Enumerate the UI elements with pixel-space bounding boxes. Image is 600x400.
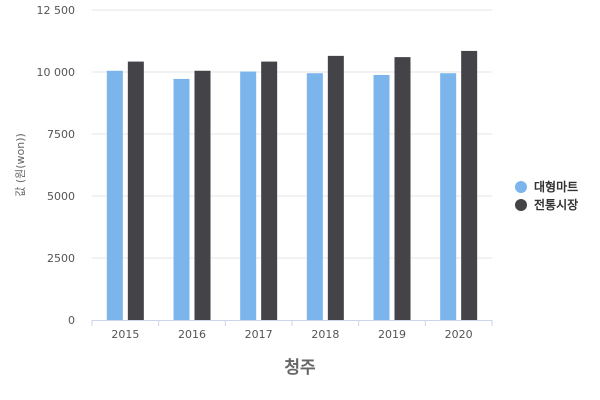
y-tick-label: 5000 — [47, 190, 75, 203]
x-tick-label: 2016 — [178, 328, 206, 341]
bar-market-2020[interactable] — [461, 50, 478, 321]
x-tick-label: 2018 — [311, 328, 339, 341]
x-tick-label: 2019 — [378, 328, 406, 341]
bar-market-2018[interactable] — [327, 55, 344, 320]
legend-item-market[interactable]: 전통시장 — [515, 197, 578, 212]
legend-label: 전통시장 — [534, 197, 578, 212]
legend-swatch — [515, 199, 527, 211]
y-axis-title: 값 (원(won)) — [14, 133, 27, 197]
y-axis-ticks: 0 2500 5000 7500 10 000 12 500 — [37, 4, 76, 327]
y-tick-label: 2500 — [47, 252, 75, 265]
bar-mart-2017[interactable] — [240, 71, 257, 320]
x-tick-label: 2015 — [111, 328, 139, 341]
legend-label: 대형마트 — [534, 179, 578, 194]
legend-swatch — [515, 181, 527, 193]
bar-market-2019[interactable] — [394, 57, 411, 321]
bar-mart-2020[interactable] — [440, 73, 457, 321]
x-axis-title: 청주 — [284, 357, 316, 378]
x-axis-ticks: 2015 2016 2017 2018 2019 2020 — [91, 320, 493, 341]
y-tick-label: 12 500 — [37, 4, 76, 17]
y-tick-label: 7500 — [47, 128, 75, 141]
gridlines — [92, 9, 492, 259]
y-tick-label: 10 000 — [37, 66, 76, 79]
x-tick-label: 2017 — [245, 328, 273, 341]
x-tick-label: 2020 — [445, 328, 473, 341]
bar-market-2016[interactable] — [194, 70, 211, 320]
bar-mart-2016[interactable] — [173, 78, 190, 320]
bars — [106, 50, 478, 321]
bar-mart-2015[interactable] — [106, 70, 123, 320]
bar-mart-2018[interactable] — [306, 73, 323, 321]
bar-mart-2019[interactable] — [373, 74, 390, 320]
bar-market-2017[interactable] — [261, 61, 278, 321]
y-tick-label: 0 — [68, 314, 75, 327]
bar-market-2015[interactable] — [127, 61, 144, 321]
legend-item-mart[interactable]: 대형마트 — [515, 179, 578, 194]
